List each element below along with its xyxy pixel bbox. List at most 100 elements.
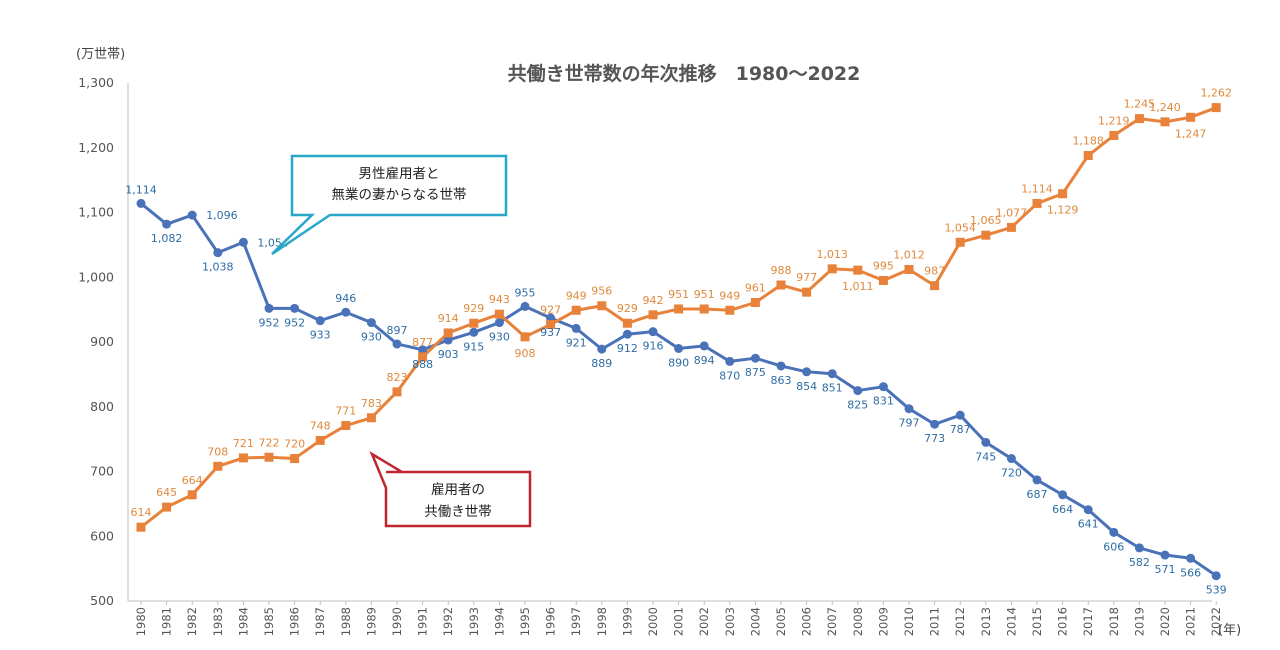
legend-label-dual-income: 雇用者の — [431, 481, 485, 498]
x-tick-label: 2021 — [1184, 607, 1198, 636]
y-axis-unit-label: (万世帯) — [76, 47, 125, 62]
data-point-dual-income — [904, 264, 914, 274]
x-tick-label: 2013 — [979, 607, 993, 636]
x-tick-label: 1981 — [160, 607, 174, 636]
data-label-dual-income: 951 — [668, 288, 689, 301]
data-label-male-single-earner: 915 — [463, 340, 484, 353]
data-point-dual-income — [1186, 112, 1196, 122]
data-point-dual-income — [418, 352, 428, 362]
data-point-dual-income — [827, 264, 837, 274]
data-point-male-single-earner — [443, 335, 453, 345]
data-point-dual-income — [955, 237, 965, 247]
x-tick-label: 2016 — [1056, 607, 1070, 636]
data-label-male-single-earner: 1,096 — [206, 209, 238, 222]
data-point-male-single-earner — [827, 369, 837, 379]
data-label-male-single-earner: 582 — [1129, 556, 1150, 569]
data-point-dual-income — [1134, 114, 1144, 124]
data-label-dual-income: 877 — [412, 336, 433, 349]
data-label-male-single-earner: 890 — [668, 356, 689, 369]
x-tick-label: 1992 — [441, 607, 455, 636]
x-tick-label: 2001 — [672, 607, 686, 636]
data-point-dual-income — [315, 435, 325, 445]
x-tick-label: 2010 — [902, 607, 916, 636]
data-point-male-single-earner — [418, 345, 428, 355]
data-label-dual-income: 943 — [489, 293, 510, 306]
data-point-male-single-earner — [238, 237, 248, 247]
data-point-male-single-earner — [290, 303, 300, 313]
data-label-dual-income: 823 — [387, 371, 408, 384]
y-tick-label: 600 — [90, 528, 114, 543]
data-point-dual-income — [1058, 189, 1068, 199]
x-tick-label: 1986 — [288, 607, 302, 636]
x-tick-label: 1998 — [595, 607, 609, 636]
data-label-male-single-earner: 664 — [1052, 503, 1073, 516]
legend-label-dual-income: 共働き世帯 — [424, 504, 492, 520]
data-point-dual-income — [494, 309, 504, 319]
x-tick-label: 2022 — [1209, 607, 1223, 636]
x-tick-label: 1991 — [416, 607, 430, 636]
chart-title: 共働き世帯数の年次推移 1980〜2022 — [508, 62, 861, 85]
x-tick-label: 1996 — [544, 607, 558, 636]
data-point-male-single-earner — [699, 341, 709, 351]
data-point-male-single-earner — [1186, 553, 1196, 563]
data-point-dual-income — [597, 301, 607, 311]
data-point-dual-income — [674, 304, 684, 314]
data-point-dual-income — [878, 275, 888, 285]
data-point-male-single-earner — [981, 437, 991, 447]
data-point-male-single-earner — [930, 419, 940, 429]
x-tick-label: 1995 — [518, 607, 532, 636]
x-tick-label: 1988 — [339, 607, 353, 636]
data-point-male-single-earner — [1109, 527, 1119, 537]
data-point-dual-income — [264, 452, 274, 462]
data-label-dual-income: 1,065 — [970, 214, 1002, 227]
x-tick-label: 2003 — [723, 607, 737, 636]
y-tick-label: 1,000 — [78, 269, 114, 284]
data-label-dual-income: 949 — [566, 289, 587, 302]
data-point-male-single-earner — [315, 316, 325, 326]
data-point-dual-income — [1160, 117, 1170, 127]
data-label-dual-income: 1,240 — [1149, 101, 1181, 114]
x-tick-label: 2011 — [928, 607, 942, 636]
data-label-dual-income: 720 — [284, 438, 305, 451]
data-label-dual-income: 1,054 — [944, 221, 976, 234]
data-point-male-single-earner — [674, 343, 684, 353]
x-tick-label: 2018 — [1107, 607, 1121, 636]
data-point-dual-income — [853, 265, 863, 275]
x-tick-label: 1989 — [364, 607, 378, 636]
data-label-male-single-earner: 955 — [515, 286, 536, 299]
data-label-dual-income: 1,077 — [996, 206, 1028, 219]
data-point-male-single-earner — [366, 318, 376, 328]
data-label-dual-income: 748 — [310, 419, 331, 432]
data-label-dual-income: 951 — [694, 288, 715, 301]
data-point-dual-income — [213, 461, 223, 471]
data-point-dual-income — [520, 332, 530, 342]
data-label-male-single-earner: 897 — [387, 324, 408, 337]
data-point-dual-income — [1006, 222, 1016, 232]
y-tick-label: 800 — [90, 399, 114, 414]
data-point-male-single-earner — [1083, 505, 1093, 515]
y-tick-label: 1,300 — [78, 75, 114, 90]
x-tick-label: 2000 — [646, 607, 660, 636]
data-label-male-single-earner: 720 — [1001, 467, 1022, 480]
data-label-dual-income: 1,114 — [1021, 182, 1053, 195]
data-point-male-single-earner — [853, 386, 863, 396]
data-point-dual-income — [648, 310, 658, 320]
data-point-dual-income — [392, 387, 402, 397]
x-tick-label: 2004 — [748, 607, 762, 636]
x-tick-label: 1999 — [620, 607, 634, 636]
data-label-dual-income: 929 — [463, 302, 484, 315]
data-label-dual-income: 1,011 — [842, 280, 874, 293]
data-point-male-single-earner — [955, 410, 965, 420]
data-label-dual-income: 722 — [259, 436, 280, 449]
data-label-male-single-earner: 1,038 — [202, 261, 234, 274]
data-label-male-single-earner: 930 — [361, 331, 382, 344]
data-point-male-single-earner — [571, 323, 581, 333]
data-label-male-single-earner: 888 — [412, 358, 433, 371]
data-point-male-single-earner — [648, 327, 658, 337]
data-point-dual-income — [1083, 151, 1093, 161]
data-label-dual-income: 908 — [515, 347, 536, 360]
data-point-male-single-earner — [904, 404, 914, 414]
data-label-dual-income: 1,012 — [893, 248, 925, 261]
data-point-dual-income — [341, 421, 351, 431]
x-tick-label: 2020 — [1158, 607, 1172, 636]
